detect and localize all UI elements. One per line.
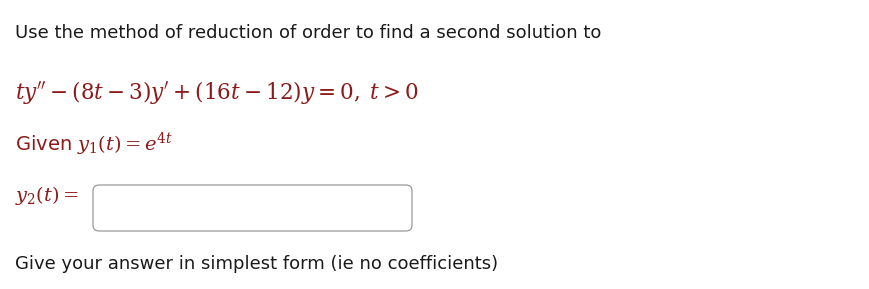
- Text: Use the method of reduction of order to find a second solution to: Use the method of reduction of order to …: [15, 24, 600, 42]
- Text: Given $y_1(t) = e^{4t}$: Given $y_1(t) = e^{4t}$: [15, 131, 173, 158]
- Text: Give your answer in simplest form (ie no coefficients): Give your answer in simplest form (ie no…: [15, 255, 498, 273]
- Text: $y_2(t) =$: $y_2(t) =$: [15, 184, 79, 207]
- Text: $ty'' - (8t - 3)y' + (16t - 12)y = 0, \; t > 0$: $ty'' - (8t - 3)y' + (16t - 12)y = 0, \;…: [15, 79, 418, 106]
- FancyBboxPatch shape: [93, 185, 412, 231]
